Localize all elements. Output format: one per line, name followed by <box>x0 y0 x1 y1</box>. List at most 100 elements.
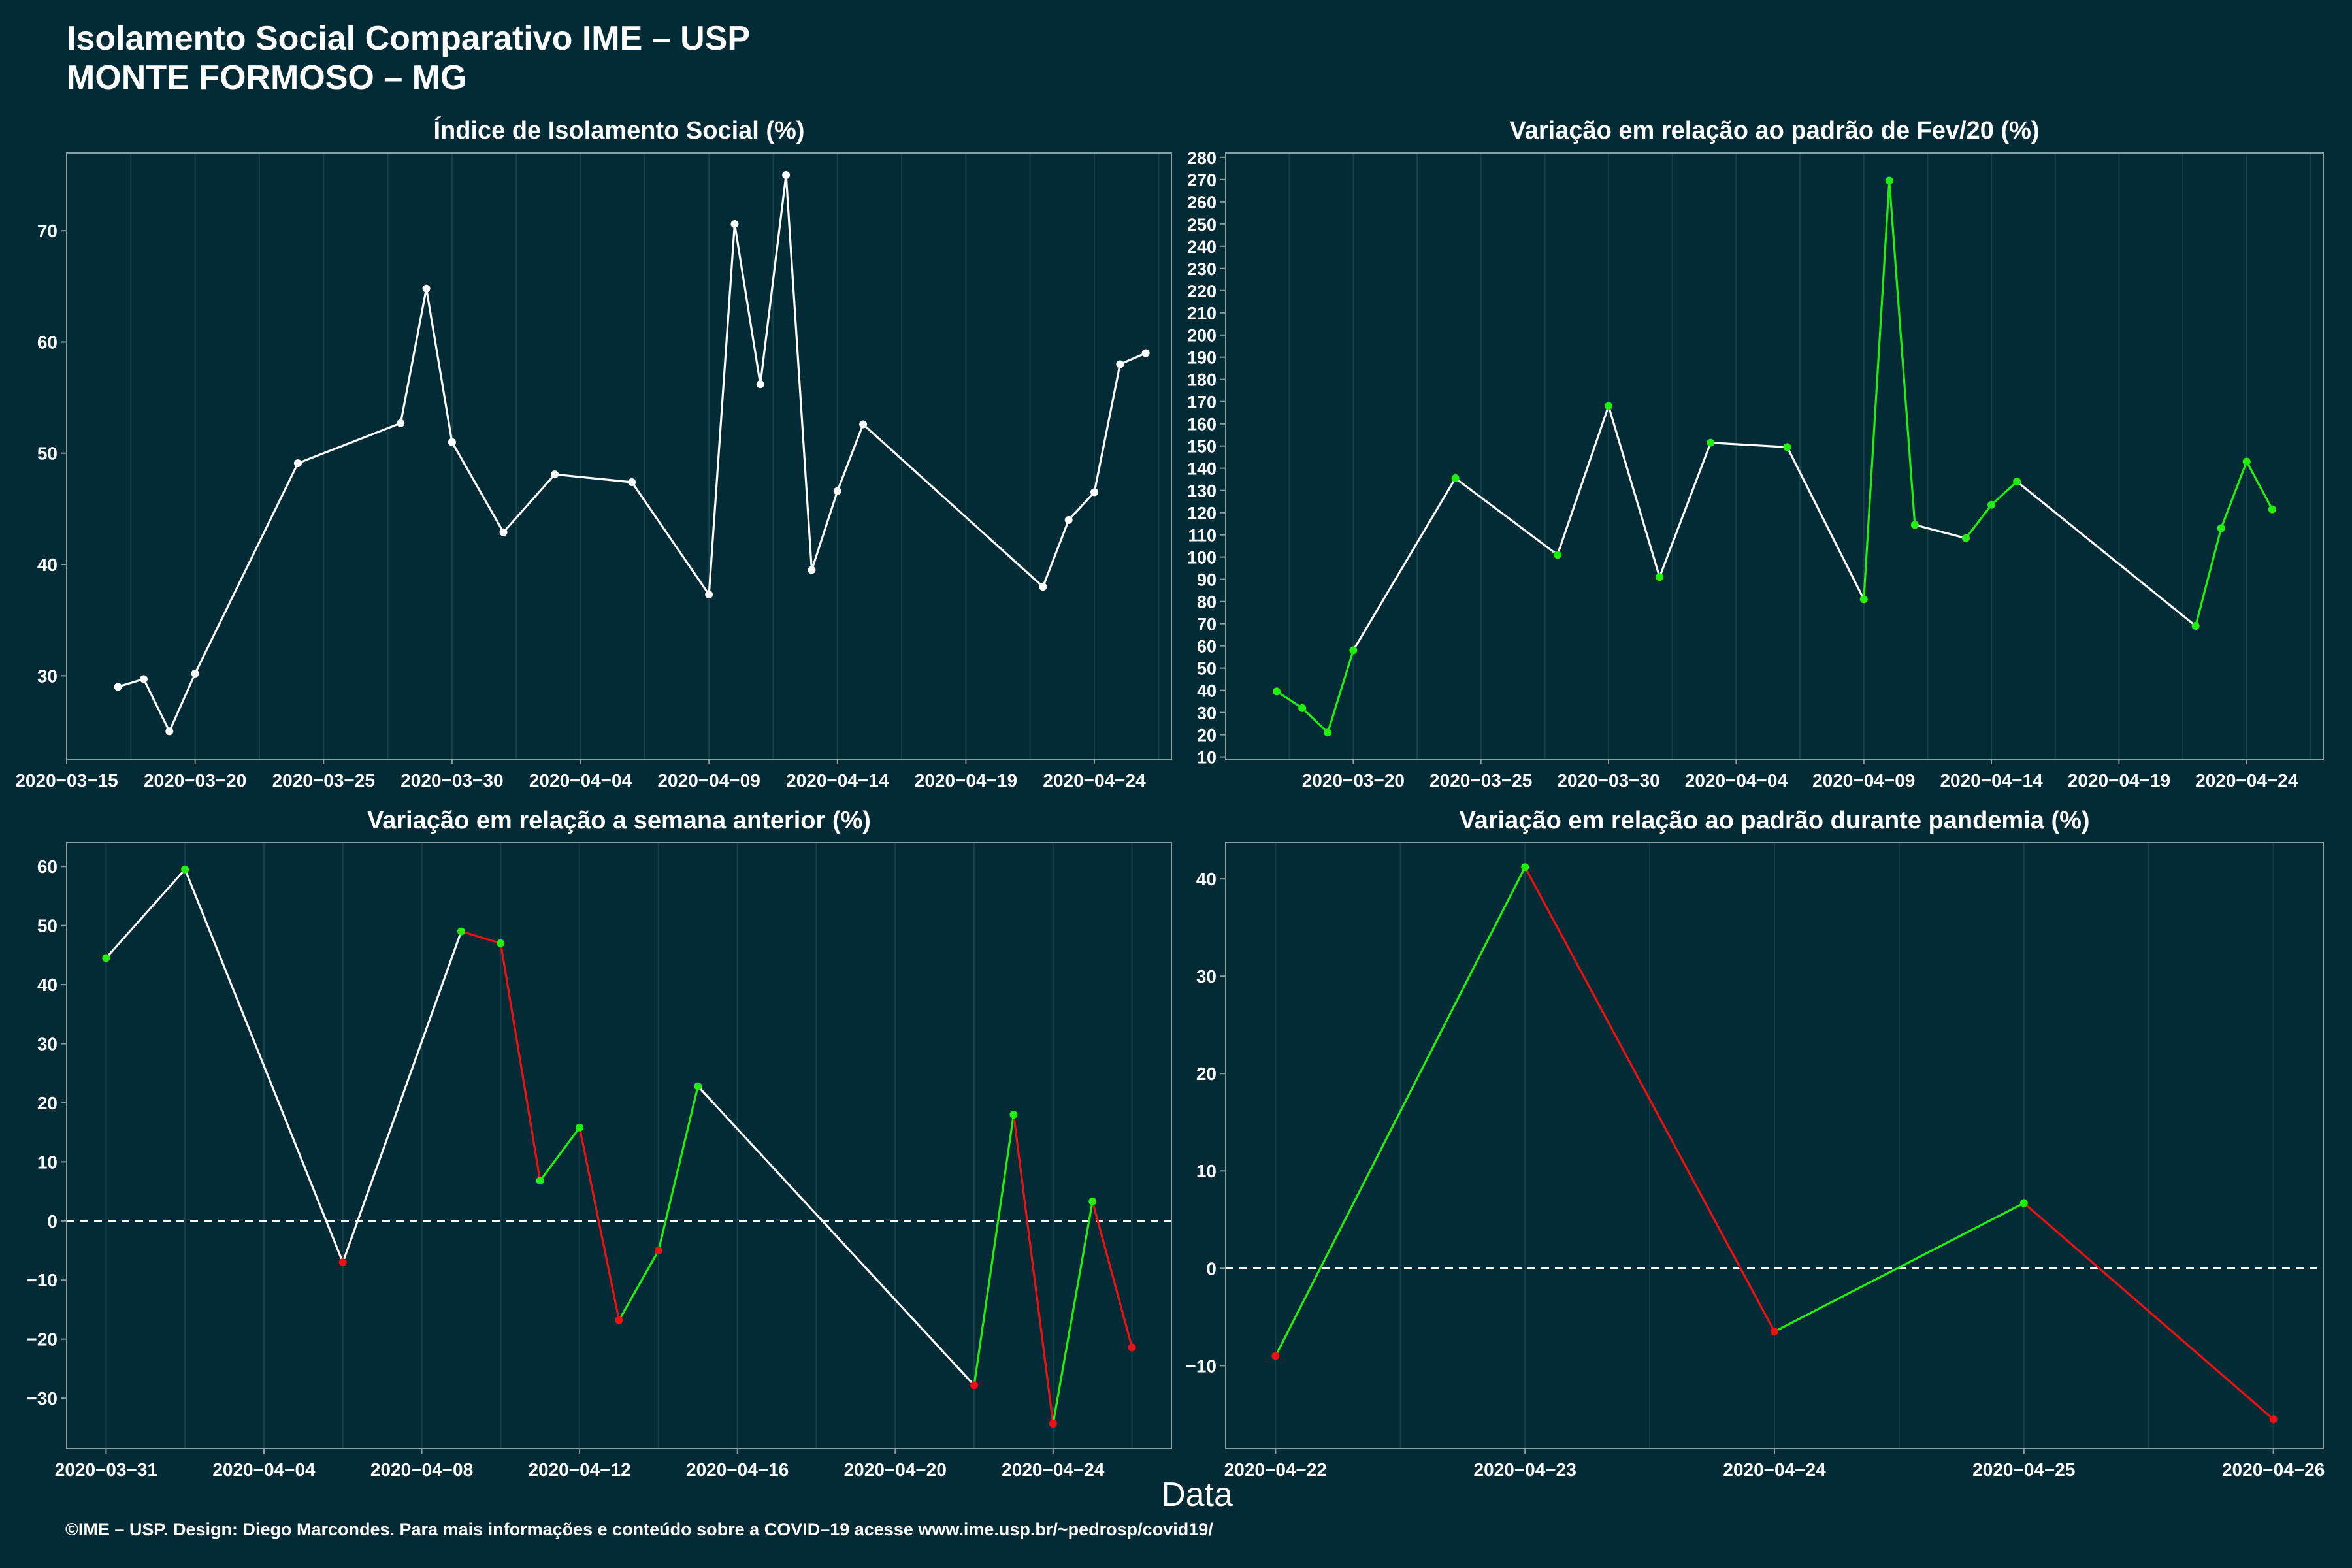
data-point <box>859 420 868 429</box>
series-segment <box>810 491 839 571</box>
figure-title-line1: Isolamento Social Comparativo IME – USP <box>67 20 750 57</box>
data-point <box>1910 521 1919 529</box>
series-segment <box>1965 504 1993 539</box>
series-segment <box>1093 364 1121 493</box>
y-tick-label: 160 <box>1187 415 1217 434</box>
series-segment <box>836 423 864 492</box>
data-point <box>551 470 559 479</box>
series-segment <box>973 1114 1015 1386</box>
series-segment <box>1068 491 1096 521</box>
series-segment <box>1607 406 1661 578</box>
y-tick-label: 110 <box>1188 526 1217 546</box>
data-point <box>448 438 456 446</box>
plot-border <box>1225 152 2324 760</box>
data-point <box>1049 1420 1057 1428</box>
series-segment <box>1012 1114 1054 1424</box>
data-point <box>191 669 199 678</box>
x-tick-label: 2020−04−24 <box>2195 770 2298 791</box>
data-point <box>2242 457 2251 466</box>
series-segment <box>451 441 504 533</box>
data-point <box>536 1177 544 1185</box>
data-point <box>808 566 816 574</box>
x-tick-label: 2020−04−25 <box>1972 1460 2075 1480</box>
y-tick-label: 220 <box>1187 282 1217 301</box>
series-segment <box>657 1086 699 1251</box>
data-point <box>1553 551 1561 559</box>
panel-title: Variação em relação ao padrão de Fev/20 … <box>1509 117 2039 144</box>
y-tick-label: 150 <box>1187 437 1217 457</box>
y-tick-label: 10 <box>37 1152 57 1172</box>
y-tick-label: 40 <box>1196 869 1217 889</box>
series-segment <box>1119 352 1147 365</box>
x-tick-label: 2020−03−15 <box>15 770 118 791</box>
series-segment <box>1524 866 1776 1332</box>
y-tick-label: 170 <box>1187 393 1217 412</box>
x-tick-label: 2020−04−14 <box>1940 770 2043 791</box>
series-segment <box>2246 461 2274 510</box>
data-point <box>1273 687 1281 696</box>
data-point <box>457 927 465 936</box>
series-segment <box>1052 1201 1094 1424</box>
data-point <box>2217 524 2225 532</box>
data-point <box>2013 478 2021 486</box>
panel-title: Variação em relação a semana anterior (%… <box>367 807 871 834</box>
y-tick-label: 210 <box>1187 304 1217 323</box>
y-tick-label: 90 <box>1197 570 1217 590</box>
series-segment <box>1786 446 1865 600</box>
footer-credit: ©IME – USP. Design: Diego Marcondes. Par… <box>65 1520 1213 1539</box>
series-segment <box>708 223 736 595</box>
chart-panel-4: Variação em relação ao padrão durante pa… <box>1186 807 2325 1480</box>
x-tick-label: 2020−03−25 <box>1429 770 1532 791</box>
data-point <box>1783 443 1791 451</box>
y-tick-label: 240 <box>1187 237 1217 257</box>
x-axis-title: Data <box>1161 1476 1233 1514</box>
x-tick-label: 2020−04−24 <box>1043 770 1146 791</box>
y-tick-label: 10 <box>1197 748 1217 768</box>
data-point <box>114 683 122 691</box>
data-point <box>1349 646 1358 655</box>
data-point <box>694 1082 702 1090</box>
y-tick-label: 80 <box>1197 593 1217 612</box>
data-point <box>1656 573 1664 581</box>
series-segment <box>733 223 762 385</box>
data-point <box>1064 515 1073 524</box>
data-point <box>1128 1343 1136 1352</box>
data-point <box>1605 402 1613 410</box>
series-segment <box>499 943 542 1181</box>
data-point <box>730 220 739 228</box>
y-tick-label: 130 <box>1187 482 1217 501</box>
figure-title-line2: MONTE FORMOSO – MG <box>67 59 466 97</box>
x-tick-label: 2020−04−12 <box>528 1460 630 1480</box>
series-segment <box>399 288 428 424</box>
y-tick-label: −30 <box>27 1388 58 1409</box>
data-point <box>576 1123 584 1132</box>
data-point <box>102 954 110 962</box>
panel-title: Variação em relação ao padrão durante pa… <box>1459 807 2089 834</box>
data-point <box>1039 583 1047 591</box>
series-segment <box>461 930 501 945</box>
x-tick-label: 2020−04−19 <box>915 770 1017 791</box>
series-segment <box>425 288 453 442</box>
x-tick-label: 2020−04−14 <box>786 770 889 791</box>
x-tick-label: 2020−04−24 <box>1002 1460 1105 1480</box>
y-tick-label: 140 <box>1187 459 1217 479</box>
x-tick-label: 2020−04−04 <box>529 770 632 791</box>
x-tick-label: 2020−04−09 <box>1812 770 1915 791</box>
y-tick-label: 60 <box>1197 637 1217 657</box>
panel-title: Índice de Isolamento Social (%) <box>433 116 804 144</box>
data-point <box>181 865 189 874</box>
series-segment <box>555 473 632 483</box>
series-segment <box>697 1085 975 1386</box>
y-tick-label: 20 <box>1197 726 1217 745</box>
series-segment <box>1326 649 1354 733</box>
y-tick-label: 40 <box>1197 681 1217 701</box>
y-tick-label: 250 <box>1187 215 1217 235</box>
data-point <box>1771 1328 1778 1336</box>
plot-border <box>66 152 1172 760</box>
series-segment <box>1556 405 1610 555</box>
y-tick-label: 180 <box>1187 370 1217 390</box>
chart-panel-3: Variação em relação a semana anterior (%… <box>27 807 1172 1480</box>
series-segment <box>2220 461 2248 529</box>
y-tick-label: 70 <box>37 221 57 241</box>
